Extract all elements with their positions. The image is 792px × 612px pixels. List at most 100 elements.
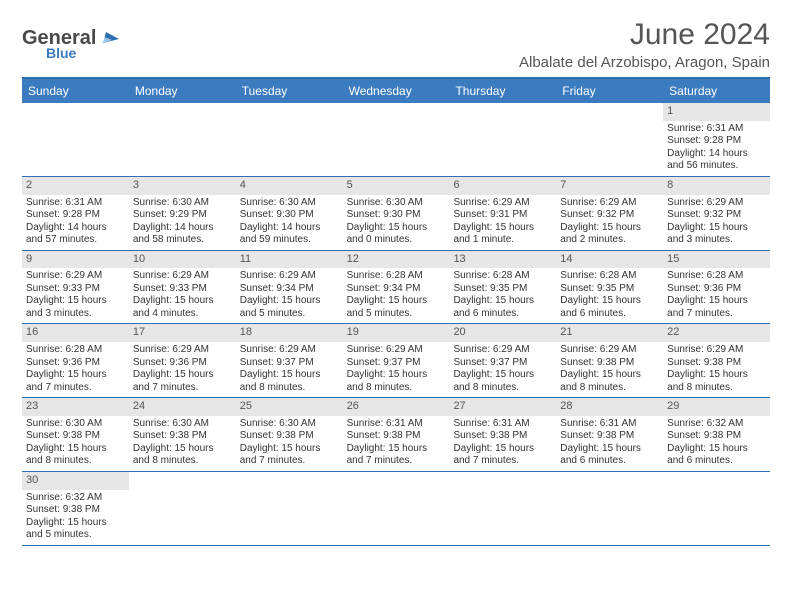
day-number: 28 [556, 398, 663, 416]
daylight-text: Daylight: 15 hours and 8 minutes. [453, 369, 552, 394]
sunrise-text: Sunrise: 6:28 AM [347, 270, 446, 283]
day-number: 3 [129, 177, 236, 195]
day-cell [556, 472, 663, 545]
day-content: Sunrise: 6:29 AMSunset: 9:34 PMDaylight:… [236, 270, 343, 320]
location: Albalate del Arzobispo, Aragon, Spain [519, 54, 770, 71]
day-content: Sunrise: 6:29 AMSunset: 9:36 PMDaylight:… [129, 344, 236, 394]
day-number: 25 [236, 398, 343, 416]
day-cell: 7Sunrise: 6:29 AMSunset: 9:32 PMDaylight… [556, 177, 663, 250]
daylight-text: Daylight: 15 hours and 8 minutes. [667, 369, 766, 394]
day-cell: 6Sunrise: 6:29 AMSunset: 9:31 PMDaylight… [449, 177, 556, 250]
sunrise-text: Sunrise: 6:32 AM [667, 418, 766, 431]
day-cell [556, 103, 663, 176]
sunrise-text: Sunrise: 6:29 AM [240, 270, 339, 283]
daylight-text: Daylight: 14 hours and 59 minutes. [240, 222, 339, 247]
day-cell: 18Sunrise: 6:29 AMSunset: 9:37 PMDayligh… [236, 324, 343, 397]
daylight-text: Daylight: 15 hours and 5 minutes. [347, 295, 446, 320]
daylight-text: Daylight: 15 hours and 6 minutes. [560, 443, 659, 468]
daylight-text: Daylight: 15 hours and 7 minutes. [240, 443, 339, 468]
day-cell: 8Sunrise: 6:29 AMSunset: 9:32 PMDaylight… [663, 177, 770, 250]
day-number: 1 [663, 103, 770, 121]
day-content: Sunrise: 6:29 AMSunset: 9:33 PMDaylight:… [22, 270, 129, 320]
day-content: Sunrise: 6:31 AMSunset: 9:28 PMDaylight:… [663, 123, 770, 173]
day-content: Sunrise: 6:28 AMSunset: 9:36 PMDaylight:… [663, 270, 770, 320]
day-number: 11 [236, 251, 343, 269]
day-cell: 11Sunrise: 6:29 AMSunset: 9:34 PMDayligh… [236, 251, 343, 324]
sunrise-text: Sunrise: 6:29 AM [240, 344, 339, 357]
week-row: 30Sunrise: 6:32 AMSunset: 9:38 PMDayligh… [22, 472, 770, 546]
sunset-text: Sunset: 9:32 PM [667, 209, 766, 222]
sunset-text: Sunset: 9:30 PM [347, 209, 446, 222]
daylight-text: Daylight: 15 hours and 1 minute. [453, 222, 552, 247]
day-cell: 21Sunrise: 6:29 AMSunset: 9:38 PMDayligh… [556, 324, 663, 397]
sunset-text: Sunset: 9:37 PM [347, 357, 446, 370]
sunrise-text: Sunrise: 6:29 AM [26, 270, 125, 283]
sunrise-text: Sunrise: 6:29 AM [133, 270, 232, 283]
sunset-text: Sunset: 9:38 PM [26, 430, 125, 443]
daylight-text: Daylight: 15 hours and 6 minutes. [667, 443, 766, 468]
day-content: Sunrise: 6:28 AMSunset: 9:35 PMDaylight:… [449, 270, 556, 320]
sunrise-text: Sunrise: 6:29 AM [560, 344, 659, 357]
header: General Blue June 2024 Albalate del Arzo… [22, 18, 770, 71]
daylight-text: Daylight: 15 hours and 5 minutes. [26, 517, 125, 542]
day-cell: 16 Sunrise: 6:28 AMSunset: 9:36 PMDayligh… [22, 324, 129, 397]
daylight-text: Daylight: 15 hours and 4 minutes. [133, 295, 232, 320]
day-cell: 2Sunrise: 6:31 AMSunset: 9:28 PMDaylight… [22, 177, 129, 250]
sunrise-text: Sunrise: 6:31 AM [26, 197, 125, 210]
day-number: 24 [129, 398, 236, 416]
sunset-text: Sunset: 9:38 PM [133, 430, 232, 443]
sunrise-text: Sunrise: 6:31 AM [453, 418, 552, 431]
sunset-text: Sunset: 9:38 PM [560, 430, 659, 443]
day-content: Sunrise: 6:29 AMSunset: 9:37 PMDaylight:… [449, 344, 556, 394]
day-content: Sunrise: 6:30 AMSunset: 9:38 PMDaylight:… [22, 418, 129, 468]
sunset-text: Sunset: 9:32 PM [560, 209, 659, 222]
week-row: 9Sunrise: 6:29 AMSunset: 9:33 PMDaylight… [22, 251, 770, 325]
day-cell [129, 103, 236, 176]
sunset-text: Sunset: 9:36 PM [26, 357, 125, 370]
day-content: Sunrise: 6:29 AMSunset: 9:38 PMDaylight:… [663, 344, 770, 394]
sunset-text: Sunset: 9:29 PM [133, 209, 232, 222]
day-number: 9 [22, 251, 129, 269]
day-number: 16 [22, 324, 129, 342]
sunset-text: Sunset: 9:34 PM [347, 283, 446, 296]
sunset-text: Sunset: 9:28 PM [26, 209, 125, 222]
sunrise-text: Sunrise: 6:28 AM [667, 270, 766, 283]
day-number: 10 [129, 251, 236, 269]
sunrise-text: Sunrise: 6:28 AM [560, 270, 659, 283]
day-content: Sunrise: 6:30 AMSunset: 9:30 PMDaylight:… [343, 197, 450, 247]
day-content: Sunrise: 6:28 AMSunset: 9:36 PMDaylight:… [22, 344, 129, 394]
day-cell: 10Sunrise: 6:29 AMSunset: 9:33 PMDayligh… [129, 251, 236, 324]
sunset-text: Sunset: 9:38 PM [347, 430, 446, 443]
sunset-text: Sunset: 9:37 PM [240, 357, 339, 370]
daylight-text: Daylight: 14 hours and 58 minutes. [133, 222, 232, 247]
daylight-text: Daylight: 15 hours and 3 minutes. [667, 222, 766, 247]
page-title: June 2024 [519, 18, 770, 52]
day-number: 12 [343, 251, 450, 269]
day-content: Sunrise: 6:31 AMSunset: 9:28 PMDaylight:… [22, 197, 129, 247]
day-cell: 27Sunrise: 6:31 AMSunset: 9:38 PMDayligh… [449, 398, 556, 471]
day-cell: 1 Sunrise: 6:31 AMSunset: 9:28 PMDaylight… [663, 103, 770, 176]
day-content: Sunrise: 6:30 AMSunset: 9:38 PMDaylight:… [236, 418, 343, 468]
dow-cell: Tuesday [236, 79, 343, 103]
day-cell [236, 472, 343, 545]
week-row: 2Sunrise: 6:31 AMSunset: 9:28 PMDaylight… [22, 177, 770, 251]
day-content: Sunrise: 6:28 AMSunset: 9:34 PMDaylight:… [343, 270, 450, 320]
sunrise-text: Sunrise: 6:30 AM [26, 418, 125, 431]
day-content: Sunrise: 6:30 AMSunset: 9:29 PMDaylight:… [129, 197, 236, 247]
sunrise-text: Sunrise: 6:30 AM [133, 197, 232, 210]
daylight-text: Daylight: 15 hours and 5 minutes. [240, 295, 339, 320]
day-cell: 26Sunrise: 6:31 AMSunset: 9:38 PMDayligh… [343, 398, 450, 471]
day-content: Sunrise: 6:28 AMSunset: 9:35 PMDaylight:… [556, 270, 663, 320]
sunset-text: Sunset: 9:31 PM [453, 209, 552, 222]
day-cell: 14Sunrise: 6:28 AMSunset: 9:35 PMDayligh… [556, 251, 663, 324]
sunrise-text: Sunrise: 6:29 AM [133, 344, 232, 357]
day-number: 17 [129, 324, 236, 342]
sunrise-text: Sunrise: 6:31 AM [560, 418, 659, 431]
sunset-text: Sunset: 9:28 PM [667, 135, 766, 148]
sunset-text: Sunset: 9:33 PM [26, 283, 125, 296]
daylight-text: Daylight: 14 hours and 56 minutes. [667, 148, 766, 173]
daylight-text: Daylight: 15 hours and 7 minutes. [133, 369, 232, 394]
day-cell: 30Sunrise: 6:32 AMSunset: 9:38 PMDayligh… [22, 472, 129, 545]
day-number: 8 [663, 177, 770, 195]
daylight-text: Daylight: 15 hours and 0 minutes. [347, 222, 446, 247]
